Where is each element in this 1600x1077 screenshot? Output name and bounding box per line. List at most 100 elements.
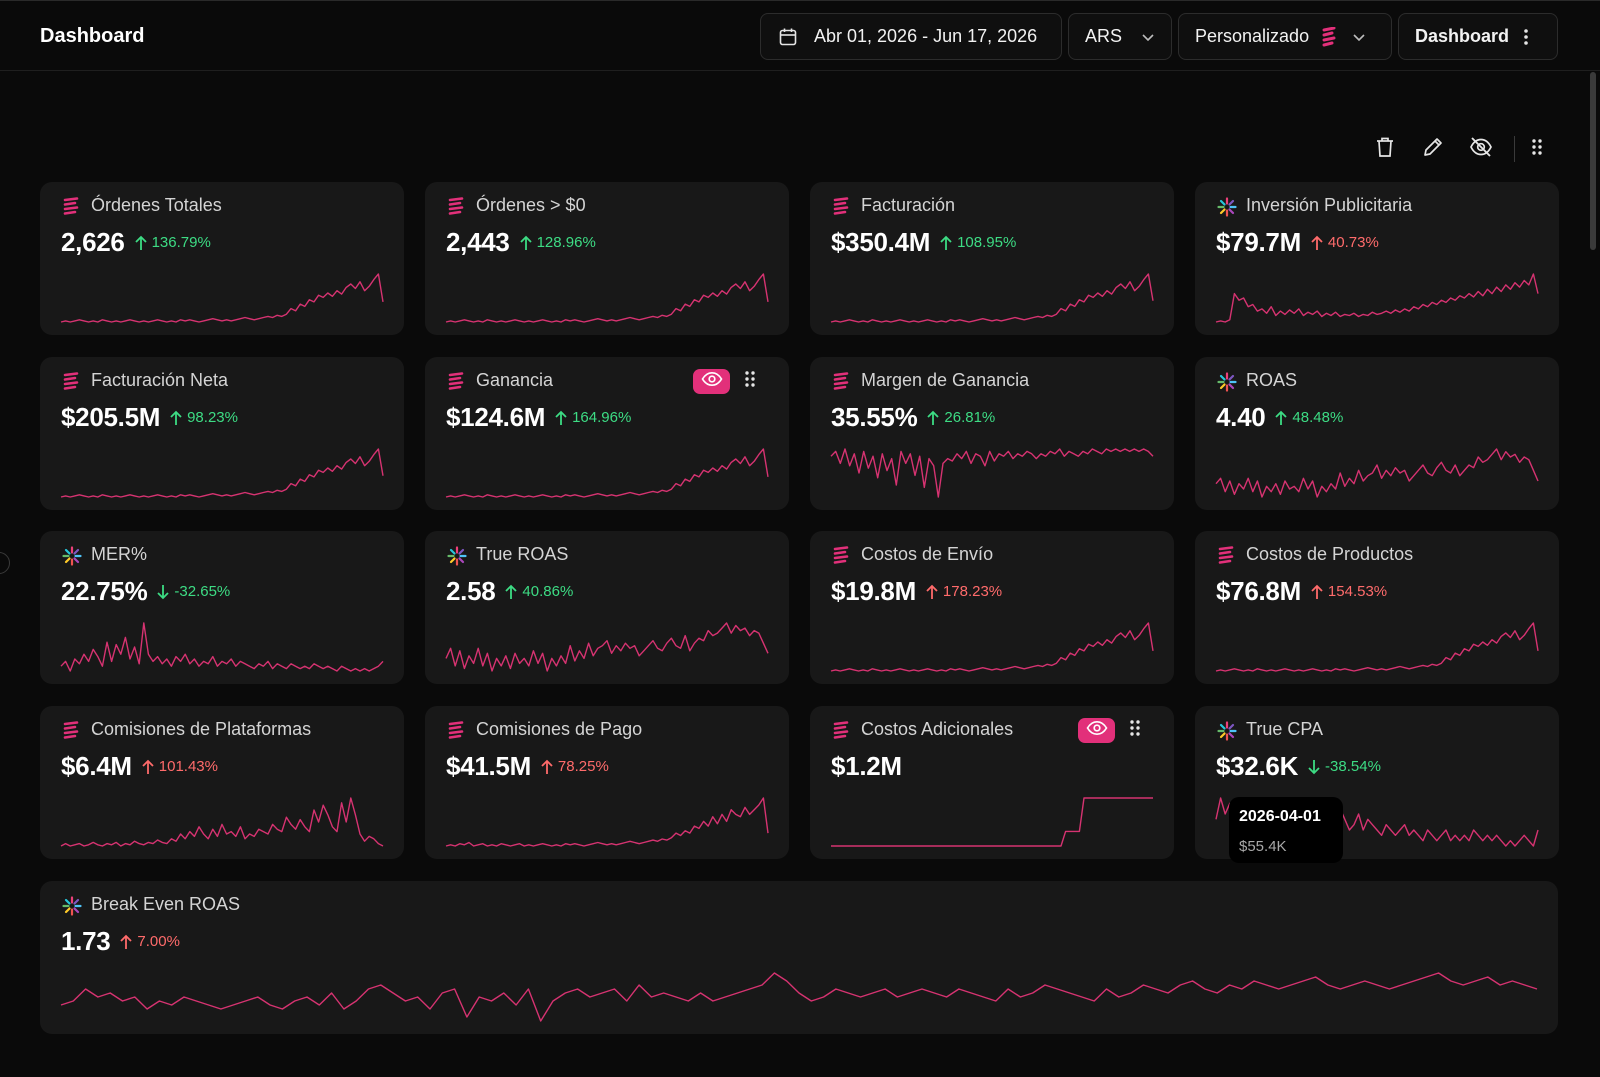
metric-value: $205.5M bbox=[61, 402, 161, 432]
scrollbar-thumb[interactable] bbox=[1590, 72, 1596, 250]
sparkline-series bbox=[830, 622, 1154, 672]
chevron-down-icon bbox=[1140, 29, 1156, 45]
sparkline-chart[interactable] bbox=[445, 792, 769, 850]
eye-off-icon bbox=[1469, 136, 1493, 163]
sparkline-series bbox=[1215, 622, 1539, 672]
metric-value: 4.40 bbox=[1216, 402, 1266, 432]
metric-title: Facturación Neta bbox=[91, 370, 229, 390]
sparkline-chart[interactable] bbox=[830, 617, 1154, 675]
side-handle[interactable] bbox=[0, 552, 10, 574]
card-drag-handle[interactable] bbox=[741, 370, 759, 392]
sparkline-chart[interactable] bbox=[60, 792, 384, 850]
arrow-up-icon bbox=[141, 759, 155, 775]
ads-source-icon bbox=[62, 896, 82, 916]
edit-button[interactable] bbox=[1418, 134, 1448, 164]
metric-card[interactable]: ROAS 4.40 48.48% bbox=[1195, 357, 1559, 510]
metric-value: $41.5M bbox=[446, 751, 531, 781]
metric-delta: 154.53% bbox=[1327, 583, 1388, 600]
page-title: Dashboard bbox=[40, 25, 145, 47]
metric-value: 2,443 bbox=[446, 227, 510, 257]
drag-all-handle[interactable] bbox=[1522, 134, 1552, 164]
metric-card[interactable]: Comisiones de Pago $41.5M 78.25% bbox=[425, 706, 789, 859]
sparkline-series bbox=[830, 273, 1154, 323]
metric-delta: 98.23% bbox=[187, 409, 238, 426]
metric-card[interactable]: Facturación Neta $205.5M 98.23% bbox=[40, 357, 404, 510]
metric-value: 22.75% bbox=[61, 576, 148, 606]
metric-card[interactable]: Órdenes > $0 2,443 128.96% bbox=[425, 182, 789, 335]
metric-delta: 101.43% bbox=[158, 758, 218, 775]
metric-card[interactable]: True ROAS 2.58 40.86% bbox=[425, 531, 789, 684]
sparkline-chart[interactable] bbox=[60, 268, 384, 326]
sparkline-chart[interactable] bbox=[1215, 617, 1539, 675]
store-source-icon bbox=[62, 721, 80, 739]
sparkline-series bbox=[60, 972, 1538, 1022]
ads-source-icon bbox=[1217, 372, 1237, 392]
more-vertical-icon bbox=[1523, 28, 1529, 46]
sparkline-chart[interactable] bbox=[830, 268, 1154, 326]
card-drag-handle[interactable] bbox=[1126, 719, 1144, 741]
sparkline-series bbox=[445, 273, 769, 323]
date-range-picker[interactable]: Abr 01, 2026 - Jun 17, 2026 bbox=[760, 13, 1062, 60]
metric-delta: 78.25% bbox=[557, 758, 609, 775]
store-source-icon bbox=[832, 721, 850, 739]
dashboard-toolbar bbox=[0, 134, 1600, 164]
metric-kpi: $124.6M 164.96% bbox=[446, 402, 631, 433]
sparkline-chart[interactable] bbox=[60, 443, 384, 501]
toggle-visibility-button[interactable] bbox=[1078, 718, 1115, 743]
sparkline-chart[interactable] bbox=[445, 443, 769, 501]
pencil-icon bbox=[1422, 136, 1444, 163]
metric-title: ROAS bbox=[1246, 370, 1298, 390]
metric-card[interactable]: Costos de Envío $19.8M 178.23% bbox=[810, 531, 1174, 684]
metric-kpi: 1.73 7.00% bbox=[61, 926, 180, 957]
sparkline-chart[interactable] bbox=[1215, 268, 1539, 326]
sparkline-series bbox=[1215, 448, 1539, 498]
toggle-visibility-button[interactable] bbox=[693, 369, 730, 394]
sparkline-chart[interactable] bbox=[830, 443, 1154, 501]
metric-card[interactable]: Margen de Ganancia 35.55% 26.81% bbox=[810, 357, 1174, 510]
preset-select[interactable]: Personalizado bbox=[1178, 13, 1392, 60]
hide-button[interactable] bbox=[1466, 134, 1496, 164]
metric-title: Inversión Publicitaria bbox=[1246, 195, 1413, 215]
arrow-up-icon bbox=[925, 584, 939, 600]
sparkline-chart[interactable] bbox=[445, 617, 769, 675]
chart-tooltip: 2026-04-01 $55.4K bbox=[1229, 797, 1343, 863]
sparkline-chart[interactable] bbox=[830, 792, 1154, 850]
metric-card[interactable]: Comisiones de Plataformas $6.4M 101.43% bbox=[40, 706, 404, 859]
metric-delta: -38.54% bbox=[1325, 758, 1381, 775]
ads-source-icon bbox=[62, 546, 82, 566]
sparkline-series bbox=[445, 448, 769, 498]
sparkline-chart[interactable] bbox=[60, 967, 1538, 1025]
sparkline-chart[interactable] bbox=[1215, 443, 1539, 501]
date-range-label: Abr 01, 2026 - Jun 17, 2026 bbox=[814, 26, 1038, 46]
metric-card[interactable]: Inversión Publicitaria $79.7M 40.73% bbox=[1195, 182, 1559, 335]
sparkline-chart[interactable] bbox=[60, 617, 384, 675]
metric-delta: 48.48% bbox=[1292, 409, 1344, 426]
arrow-up-icon bbox=[1274, 410, 1288, 426]
ads-source-icon bbox=[1217, 197, 1237, 217]
store-source-icon bbox=[832, 372, 850, 390]
metric-card[interactable]: Costos de Productos $76.8M 154.53% bbox=[1195, 531, 1559, 684]
metric-delta: -32.65% bbox=[174, 583, 231, 600]
arrow-up-icon bbox=[504, 584, 518, 600]
delete-button[interactable] bbox=[1370, 134, 1400, 164]
metric-card[interactable]: Facturación $350.4M 108.95% bbox=[810, 182, 1174, 335]
view-menu-button[interactable]: Dashboard bbox=[1398, 13, 1558, 60]
metric-title: Órdenes > $0 bbox=[476, 195, 586, 215]
metric-card[interactable]: True CPA $32.6K -38.54% bbox=[1195, 706, 1559, 859]
sparkline-series bbox=[1215, 273, 1539, 323]
sparkline-chart[interactable] bbox=[445, 268, 769, 326]
metric-card[interactable]: Costos Adicionales $1.2M bbox=[810, 706, 1174, 859]
metric-card[interactable]: Break Even ROAS 1.73 7.00% bbox=[40, 881, 1558, 1034]
currency-label: ARS bbox=[1085, 26, 1123, 46]
metric-card[interactable]: Ganancia $124.6M 164.96% bbox=[425, 357, 789, 510]
store-source-icon bbox=[1217, 546, 1235, 564]
metric-kpi: 4.40 48.48% bbox=[1216, 402, 1343, 433]
arrow-up-icon bbox=[926, 410, 940, 426]
metric-title: Costos de Productos bbox=[1246, 544, 1414, 564]
metric-title: Comisiones de Pago bbox=[476, 719, 643, 739]
metric-card[interactable]: MER% 22.75% -32.65% bbox=[40, 531, 404, 684]
metric-card[interactable]: Órdenes Totales 2,626 136.79% bbox=[40, 182, 404, 335]
drag-handle-icon bbox=[1531, 138, 1543, 161]
store-source-icon bbox=[832, 546, 850, 564]
currency-select[interactable]: ARS bbox=[1068, 13, 1172, 60]
